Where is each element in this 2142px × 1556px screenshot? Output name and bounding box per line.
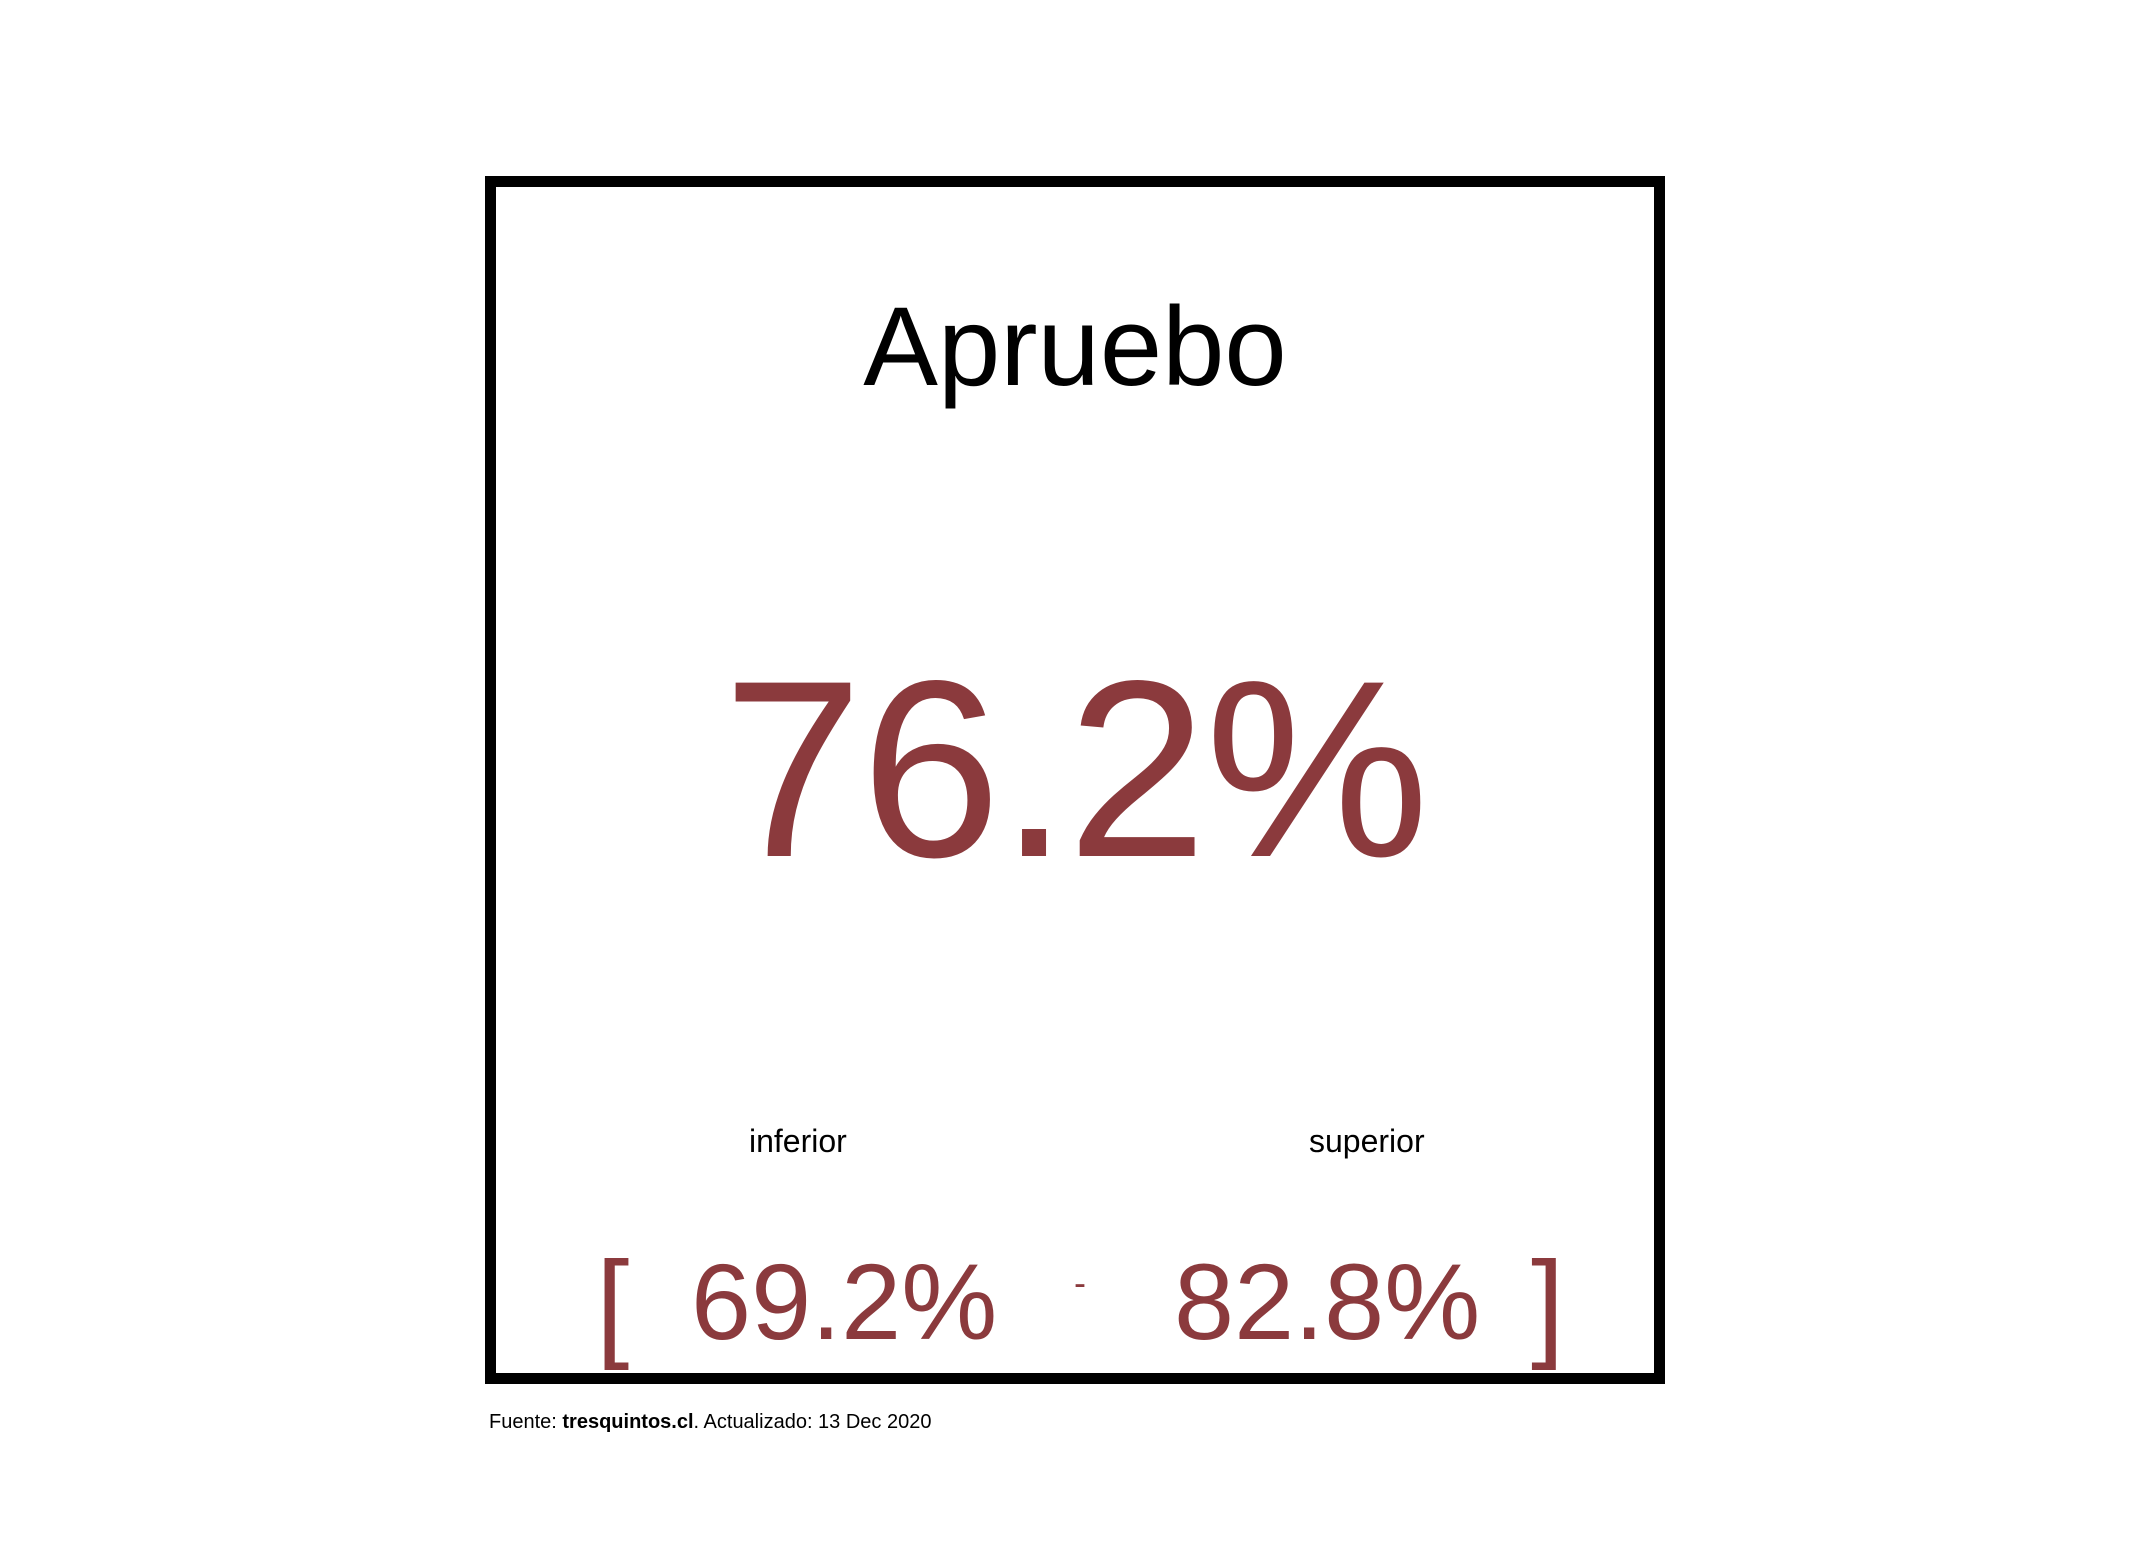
upper-bound-label: superior (1309, 1123, 1425, 1159)
interval-close-bracket: ] (1531, 1237, 1565, 1371)
upper-bound-value: 82.8% (1174, 1241, 1481, 1362)
result-card: Apruebo 76.2% inferior superior [ 69.2% … (485, 176, 1665, 1384)
lower-bound-value: 69.2% (691, 1241, 998, 1362)
footer-updated-text: . Actualizado: 13 Dec 2020 (693, 1411, 932, 1433)
interval-separator: - (1074, 1262, 1086, 1303)
interval-open-bracket: [ (596, 1237, 630, 1371)
lower-bound-label: inferior (749, 1123, 847, 1159)
footer-source-name: tresquintos.cl (562, 1411, 694, 1433)
source-footer: Fuente: tresquintos.cl. Actualizado: 13 … (489, 1410, 931, 1434)
main-percentage: 76.2% (722, 629, 1430, 910)
footer-source-prefix: Fuente: (489, 1411, 563, 1433)
card-title: Apruebo (863, 284, 1287, 409)
